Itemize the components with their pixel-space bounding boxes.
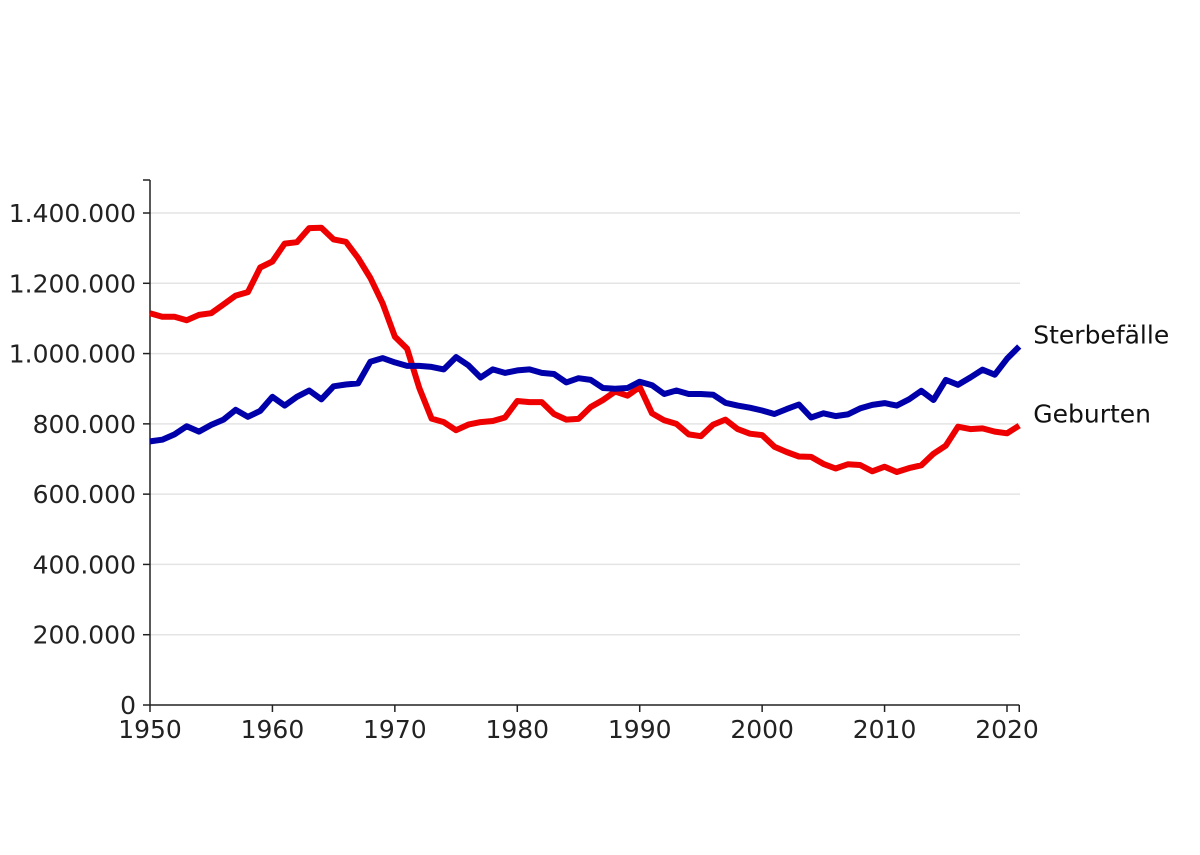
x-tick-label: 1970 (363, 715, 427, 744)
y-tick-label: 1.400.000 (9, 199, 136, 228)
x-tick-label: 2020 (975, 715, 1039, 744)
y-tick-label: 600.000 (33, 480, 136, 509)
x-tick-label: 1960 (241, 715, 305, 744)
x-tick-label: 1990 (608, 715, 672, 744)
x-tick-label: 1950 (118, 715, 182, 744)
x-tick-label: 2010 (853, 715, 917, 744)
gridlines (150, 212, 1020, 636)
series-lines (149, 224, 1022, 475)
series-labels: Sterbefälle Geburten (1033, 321, 1169, 429)
x-tick-label: 2000 (730, 715, 794, 744)
y-tick-label: 200.000 (33, 621, 136, 650)
y-tick-label: 400.000 (33, 550, 136, 579)
series-label-geburten: Geburten (1033, 400, 1151, 429)
axes (149, 180, 1020, 706)
y-tick-label: 1.000.000 (9, 340, 136, 369)
x-tick-label: 1980 (485, 715, 549, 744)
series-line-geburten (149, 224, 1021, 475)
series-label-sterbefaelle: Sterbefälle (1033, 321, 1169, 350)
y-tick-label: 800.000 (33, 410, 136, 439)
y-axis-ticks: 0 200.000 400.000 600.000 800.000 1.000.000 1.… (9, 179, 150, 720)
y-tick-label: 1.200.000 (9, 269, 136, 298)
y-tick-label: 0 (120, 691, 136, 720)
series-line-sterbefaelle (149, 344, 1022, 445)
x-axis-ticks: 1950 1960 1970 1980 1990 2000 2010 2020 (118, 705, 1039, 744)
